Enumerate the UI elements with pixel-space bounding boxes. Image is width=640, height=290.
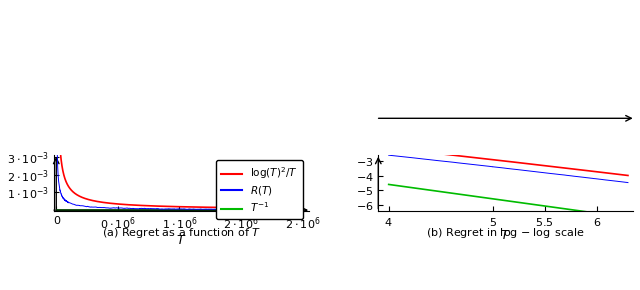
X-axis label: $T$: $T$ — [176, 234, 186, 247]
X-axis label: $T$: $T$ — [500, 229, 511, 242]
Text: (a) Regret as a function of $T$: (a) Regret as a function of $T$ — [102, 226, 261, 240]
Legend: $\log(T)^2/T$, $R(T)$, $T^{-1}$: $\log(T)^2/T$, $R(T)$, $T^{-1}$ — [216, 160, 303, 220]
Text: (b) Regret in $\log - \log$ scale: (b) Regret in $\log - \log$ scale — [426, 226, 585, 240]
